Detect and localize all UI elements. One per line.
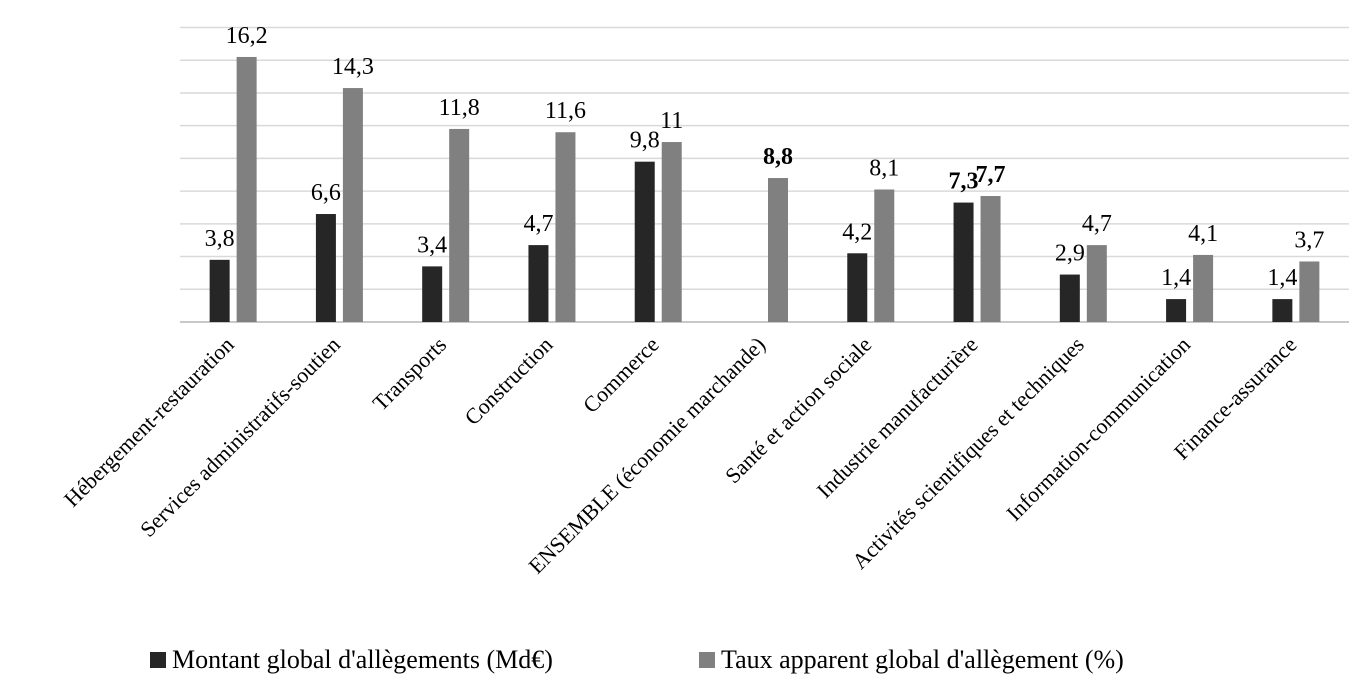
bar-montant: [1272, 299, 1293, 322]
data-label: 8,1: [869, 155, 899, 181]
data-labels: 3,8 16,2 6,6 14,3 3,4 11,8 4,7 11,6 9,811 8,8 4,2 8…: [205, 23, 1325, 291]
category-label: ENSEMBLE (économie marchande): [523, 332, 770, 579]
bar-taux: [236, 56, 257, 323]
bar-taux: [1193, 254, 1214, 322]
data-label: 3,8: [205, 226, 235, 252]
data-label: 3,7: [1294, 227, 1324, 253]
bars: [209, 56, 1320, 323]
gridlines: [180, 26, 1349, 323]
bar-taux: [342, 88, 363, 322]
bar-montant: [953, 202, 974, 322]
bar-taux: [980, 196, 1001, 322]
legend-swatch: [150, 652, 166, 668]
data-label: 1,4: [1267, 265, 1297, 291]
data-label: 11,6: [545, 98, 586, 124]
category-label: Activités scientifiques et techniques: [847, 332, 1089, 574]
bar-taux: [874, 189, 895, 322]
data-label: 16,2: [226, 23, 268, 49]
bar-montant: [1166, 299, 1187, 322]
bar-taux: [449, 128, 470, 322]
bar-montant: [847, 253, 868, 322]
legend-entry: Montant global d'allègements (Md€): [172, 645, 553, 674]
data-label: 4,1: [1188, 221, 1218, 247]
data-label: 11: [660, 108, 683, 134]
data-label: 4,7: [523, 211, 553, 237]
legend-entry: Taux apparent global d'allègement (%): [721, 645, 1124, 674]
data-label: 14,3: [332, 54, 374, 80]
bar-montant: [315, 214, 336, 322]
category-label: Transports: [368, 332, 452, 416]
data-label: 4,2: [842, 219, 872, 245]
legend-swatch: [699, 652, 715, 668]
data-label: 6,6: [311, 180, 341, 206]
category-label: Services administratifs-soutien: [135, 332, 345, 542]
category-label: Commerce: [578, 332, 664, 418]
bar-taux: [661, 142, 682, 322]
bar-montant: [1059, 274, 1080, 322]
bar-montant: [422, 266, 443, 322]
data-label: 7,7: [976, 162, 1006, 188]
category-label: Construction: [459, 332, 557, 430]
data-label: 4,7: [1082, 211, 1112, 237]
category-label: Information-communication: [1001, 332, 1195, 526]
data-label: 11,8: [439, 95, 480, 121]
data-label: 2,9: [1055, 241, 1085, 267]
legend: Montant global d'allègements (Md€) Taux a…: [150, 645, 1124, 674]
bar-montant: [634, 161, 655, 322]
bar-taux: [1086, 245, 1107, 322]
data-label: 8,8: [763, 144, 793, 170]
bar-taux: [1299, 261, 1320, 322]
category-label: Hébergement-restauration: [59, 332, 239, 512]
bar-montant: [528, 245, 549, 322]
data-label: 3,4: [417, 232, 447, 258]
bar-montant: [209, 259, 230, 322]
data-label: 1,4: [1161, 265, 1191, 291]
bar-taux: [768, 178, 788, 322]
data-label: 9,8: [630, 128, 660, 154]
bar-taux: [555, 132, 576, 322]
data-label: 7,3: [949, 169, 979, 195]
